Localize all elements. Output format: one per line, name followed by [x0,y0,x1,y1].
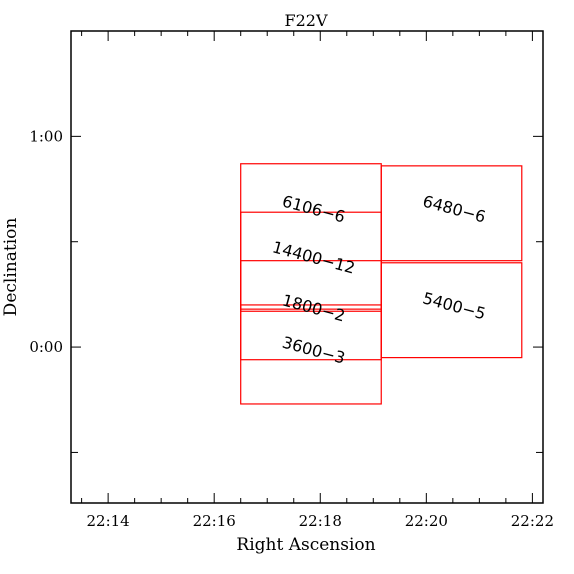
field-rectangle [240,163,382,312]
x-axis-label: Right Ascension [236,535,375,555]
field-label: 1800−2 [280,291,347,326]
field-label: 6480−6 [421,192,488,227]
chart-title: F22V [284,11,327,30]
x-tick-label: 22:20 [405,512,448,530]
field-rectangles [240,163,523,405]
y-tick-label: 0:00 [29,338,63,356]
x-tick-label: 22:22 [511,512,554,530]
y-tick-label: 1:00 [29,127,63,145]
x-tick-label: 22:18 [299,512,342,530]
axis-ticks: 22:14 22:16 22:18 22:20 22:22 0:00 1:00 [29,30,554,530]
field-label: 14400−12 [270,237,357,277]
field-rectangle [380,262,523,359]
y-axis-label: Declination [1,218,21,317]
plot-frame [70,30,544,504]
x-tick-label: 22:14 [87,512,130,530]
field-label: 3600−3 [280,333,347,368]
x-tick-label: 22:16 [193,512,236,530]
field-labels: 6106−6 14400−12 1800−2 3600−3 6480−6 5400−5 [270,192,487,368]
field-rectangle [380,165,523,262]
field-label: 5400−5 [421,288,488,323]
field-label: 6106−6 [280,192,347,227]
